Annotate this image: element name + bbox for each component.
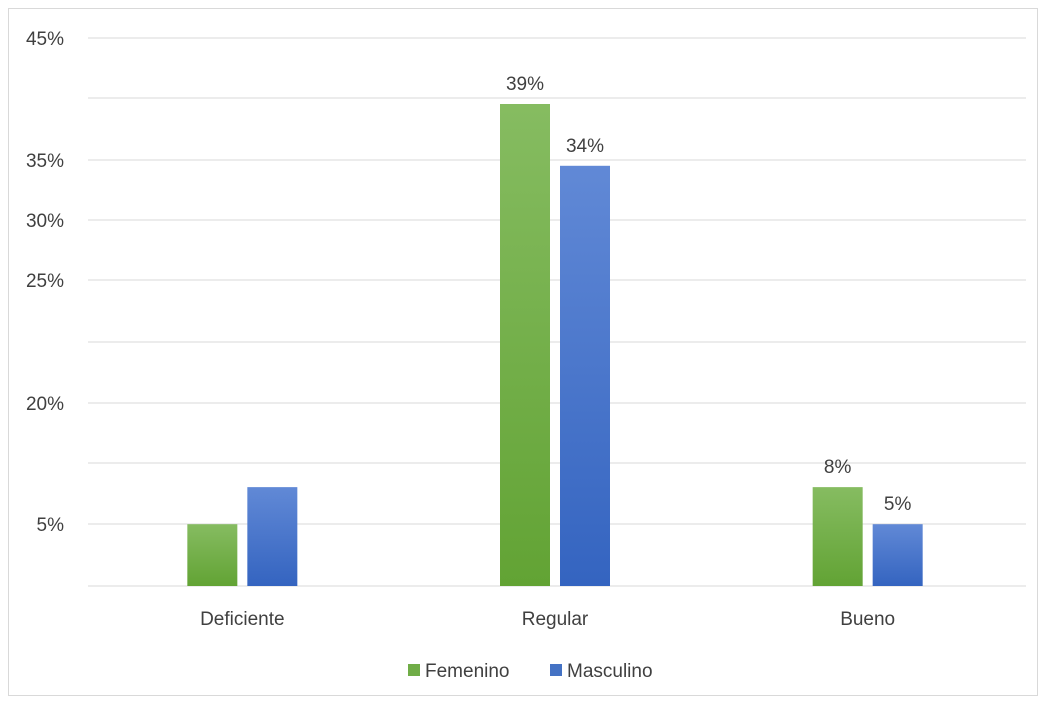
legend-swatch-femenino xyxy=(408,664,420,676)
gridlines xyxy=(88,37,1026,587)
data-label: 5% xyxy=(884,494,912,515)
bar-masculino-regular xyxy=(560,165,610,587)
category-label: Regular xyxy=(522,609,589,630)
bar-femenino-bueno xyxy=(812,487,863,586)
legend: Femenino Masculino xyxy=(408,661,653,682)
data-label: 8% xyxy=(824,457,852,478)
bar-femenino-deficiente xyxy=(187,524,238,586)
bars xyxy=(187,104,923,587)
y-tick-label: 5% xyxy=(37,515,65,536)
y-tick-label: 30% xyxy=(26,211,64,232)
data-labels: 39% 34% 8% 5% xyxy=(506,74,912,515)
category-label: Bueno xyxy=(840,609,895,630)
legend-label-femenino: Femenino xyxy=(425,661,510,682)
bar-masculino-deficiente xyxy=(247,487,298,586)
category-label: Deficiente xyxy=(200,609,285,630)
y-tick-label: 25% xyxy=(26,271,64,292)
bar-femenino-regular xyxy=(500,104,550,586)
y-tick-label: 35% xyxy=(26,151,64,172)
data-label: 39% xyxy=(506,74,544,95)
legend-label-masculino: Masculino xyxy=(567,661,653,682)
data-label: 34% xyxy=(566,136,604,157)
x-axis-category-labels: Deficiente Regular Bueno xyxy=(200,609,895,630)
bar-masculino-bueno xyxy=(872,524,923,586)
y-axis-tick-labels: 45% 35% 30% 25% 20% 5% xyxy=(26,29,64,536)
legend-swatch-masculino xyxy=(550,664,562,676)
y-tick-label: 20% xyxy=(26,394,64,415)
y-tick-label: 45% xyxy=(26,29,64,50)
